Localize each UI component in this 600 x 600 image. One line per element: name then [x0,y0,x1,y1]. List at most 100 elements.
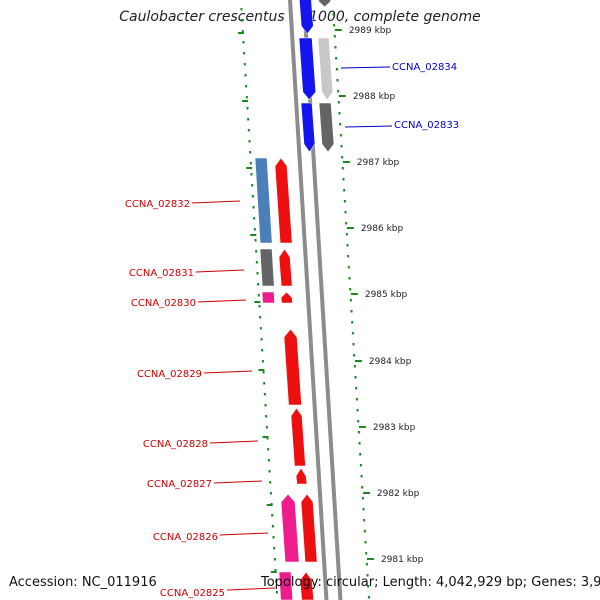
scale-tick-mark [350,293,358,295]
scale-tick-mark [358,426,366,428]
minus-gene-2831[interactable] [278,248,293,287]
gene-label-leader [226,587,276,591]
track-dot [337,90,340,93]
track-dot [247,129,250,132]
left-tick-mark [250,234,257,236]
track-dot [350,310,353,313]
track-dot [332,13,335,16]
track-dot [275,591,278,594]
track-dot [271,514,274,517]
backbone-edge-right [302,0,343,600]
scale-tick-mark [334,29,342,31]
minus-gene-2830-companion[interactable] [261,291,275,304]
scale-tick-label: 2984 kbp [369,357,412,367]
gene-label-leader [209,440,259,444]
track-dot [268,470,271,473]
track-dot [248,140,251,143]
minus-gene-2827[interactable] [295,467,308,485]
track-dot [337,101,340,104]
track-dot [336,79,339,82]
plus-gene-2833-companion[interactable] [318,102,335,153]
minus-gene-2825-companion[interactable] [278,571,294,600]
track-dot [244,74,247,77]
track-dot [351,321,354,324]
track-dot [335,68,338,71]
track-dot [271,525,274,528]
minus-gene-2829[interactable] [283,328,302,406]
plus-gene-top[interactable] [299,0,314,35]
track-dot [241,30,244,33]
plus-gene-2834[interactable] [298,37,317,101]
minus-gene-2826[interactable] [300,493,318,563]
minus-gene-2826-companion[interactable] [280,493,300,563]
scale-tick-mark [362,492,370,494]
track-dot [267,459,270,462]
scale-tick-label: 2987 kbp [357,158,400,168]
track-dot [355,398,358,401]
track-dot [352,343,355,346]
track-dot [262,371,265,374]
left-tick-mark [238,32,245,34]
track-dot [251,184,254,187]
track-dot [254,239,257,242]
track-dot [249,151,252,154]
gene-label-leader [213,480,263,484]
gene-label[interactable]: CCNA_02832 [125,199,190,210]
backbone-edge-left [288,0,329,600]
left-tick-mark [242,100,249,102]
gene-label[interactable]: CCNA_02834 [392,62,457,73]
track-dot [256,272,259,275]
scale-tick-label: 2985 kbp [365,290,408,300]
left-tick-mark [262,436,269,438]
track-dot [255,250,258,253]
track-dot [351,332,354,335]
gene-label[interactable]: CCNA_02826 [153,532,218,543]
track-dot [353,354,356,357]
scale-tick-mark [338,95,346,97]
gene-label-leader [203,370,253,374]
track-dot [357,431,360,434]
gene-label[interactable]: CCNA_02829 [137,369,202,380]
track-dot [333,24,336,27]
track-dot [249,162,252,165]
track-dot [243,63,246,66]
track-dot [263,382,266,385]
track-dot [365,563,368,566]
plus-gene-2834-companion[interactable] [317,37,334,101]
track-dot [240,8,243,11]
gene-label-track: CCNA_02834 CCNA_02833 CCNA_02832 CCNA_02831… [125,62,459,599]
track-dot [252,206,255,209]
minus-gene-2825[interactable] [299,571,315,600]
tick-track [240,8,370,599]
track-dot [255,261,258,264]
gene-label[interactable]: CCNA_02833 [394,120,459,131]
plus-gene-2833[interactable] [300,102,316,153]
minus-gene-2828[interactable] [290,407,306,467]
backbone-core [288,0,343,600]
track-dot [259,316,262,319]
track-dot [346,244,349,247]
track-dot [360,475,363,478]
gene-label-leader [191,200,241,204]
gene-label[interactable]: CCNA_02827 [147,479,212,490]
gene-label[interactable]: CCNA_02831 [129,268,194,279]
minus-gene-2832[interactable] [274,157,293,244]
track-dot [242,41,245,44]
scale-tick-label: 2988 kbp [353,92,396,102]
minus-gene-2832-companion[interactable] [254,157,273,244]
track-dot [334,46,337,49]
left-tick-mark [270,571,277,573]
track-dot [250,173,253,176]
scale-tick-mark [354,360,362,362]
gene-label[interactable]: CCNA_02830 [131,298,196,309]
scale-tick-mark [366,558,374,560]
gene-label[interactable]: CCNA_02825 [160,588,225,599]
track-dot [253,217,256,220]
minus-gene-2831-companion[interactable] [259,248,275,287]
gene-label[interactable]: CCNA_02828 [143,439,208,450]
gene-label-leader [197,299,247,303]
track-dot [272,536,275,539]
minus-gene-2830[interactable] [280,291,294,304]
gene-label-leader [219,532,269,536]
plus-gene-top-companion[interactable] [318,0,331,8]
